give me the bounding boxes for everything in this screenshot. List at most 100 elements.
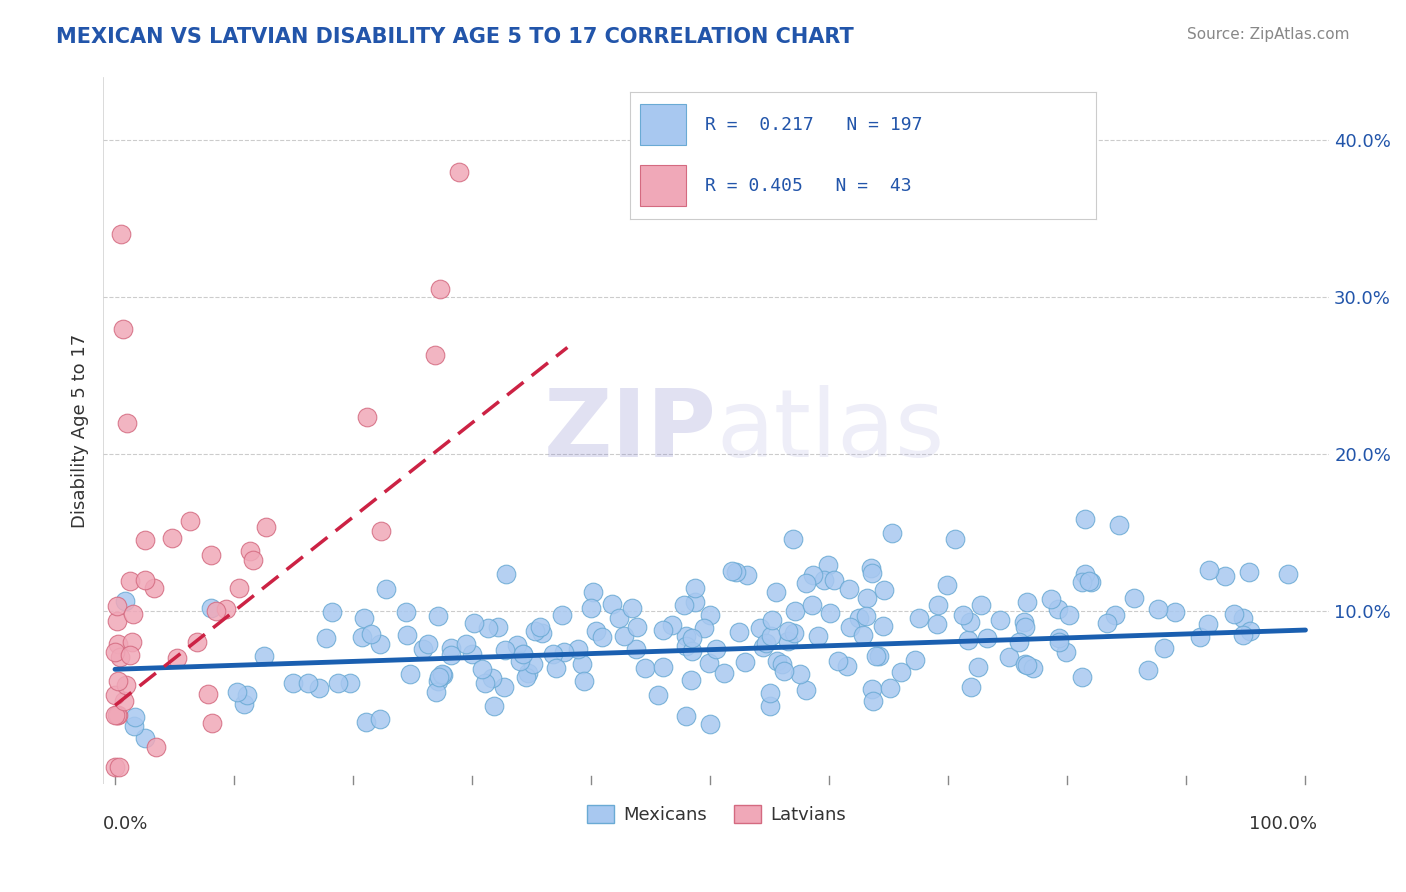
Point [782, 532, 804, 546]
Point [567, 641, 589, 656]
Point [1014, 657, 1036, 672]
Point [354, 715, 377, 730]
Point [232, 698, 254, 712]
Point [1164, 605, 1187, 619]
Point [104, 759, 127, 773]
Point [512, 647, 534, 661]
Point [495, 567, 517, 582]
Point [785, 604, 807, 618]
Text: ZIP: ZIP [543, 384, 716, 476]
Point [720, 564, 742, 578]
Text: 0.0%: 0.0% [103, 815, 149, 833]
Point [122, 607, 145, 621]
Point [515, 670, 537, 684]
Point [773, 665, 796, 679]
Point [166, 651, 188, 665]
Point [506, 638, 529, 652]
Point [107, 673, 129, 688]
Point [856, 591, 879, 605]
Point [683, 595, 706, 609]
Point [440, 648, 463, 662]
Point [395, 627, 418, 641]
Point [474, 676, 496, 690]
Point [818, 607, 841, 621]
Point [865, 648, 887, 663]
Point [579, 601, 602, 615]
Point [823, 574, 845, 588]
Point [1071, 575, 1094, 590]
Point [801, 568, 824, 582]
Point [699, 717, 721, 731]
Point [626, 642, 648, 657]
Point [509, 654, 531, 668]
Point [673, 599, 696, 613]
Point [838, 582, 860, 596]
Point [463, 615, 485, 630]
Point [827, 654, 849, 668]
Point [1189, 630, 1212, 644]
Legend: Mexicans, Latvians: Mexicans, Latvians [579, 797, 853, 831]
Point [120, 574, 142, 589]
Point [571, 657, 593, 671]
Point [976, 631, 998, 645]
Point [699, 607, 721, 622]
Point [321, 605, 343, 619]
Point [683, 581, 706, 595]
Point [449, 164, 471, 178]
Point [541, 647, 564, 661]
Point [675, 709, 697, 723]
Point [205, 603, 228, 617]
Point [1239, 624, 1261, 638]
Point [115, 416, 138, 430]
Point [353, 611, 375, 625]
Point [813, 573, 835, 587]
Point [679, 673, 702, 687]
Point [681, 643, 703, 657]
Point [530, 626, 553, 640]
Point [236, 688, 259, 702]
Point [1239, 566, 1261, 580]
Point [553, 645, 575, 659]
Point [134, 573, 156, 587]
Point [860, 682, 883, 697]
Point [104, 645, 127, 659]
Point [647, 689, 669, 703]
Point [1057, 607, 1080, 622]
Point [582, 584, 605, 599]
Point [873, 582, 896, 597]
Point [471, 662, 494, 676]
Point [759, 699, 782, 714]
Point [350, 630, 373, 644]
Point [114, 594, 136, 608]
Point [970, 598, 993, 612]
Point [1014, 620, 1036, 634]
Point [1277, 566, 1299, 581]
Point [602, 598, 624, 612]
Point [734, 655, 756, 669]
Point [395, 605, 418, 619]
Point [959, 615, 981, 630]
Point [1008, 634, 1031, 648]
Point [855, 608, 877, 623]
Point [943, 533, 966, 547]
Point [432, 667, 454, 681]
Point [1080, 575, 1102, 590]
Point [200, 601, 222, 615]
Point [134, 533, 156, 548]
Point [374, 582, 396, 597]
Point [416, 637, 439, 651]
Point [1071, 670, 1094, 684]
Point [868, 649, 890, 664]
Point [956, 633, 979, 648]
Point [517, 666, 540, 681]
Point [481, 671, 503, 685]
Point [761, 613, 783, 627]
Point [752, 640, 775, 654]
Point [1022, 661, 1045, 675]
Point [104, 688, 127, 702]
Point [412, 641, 434, 656]
Point [107, 707, 129, 722]
Point [107, 636, 129, 650]
Point [142, 582, 165, 596]
Point [145, 740, 167, 755]
